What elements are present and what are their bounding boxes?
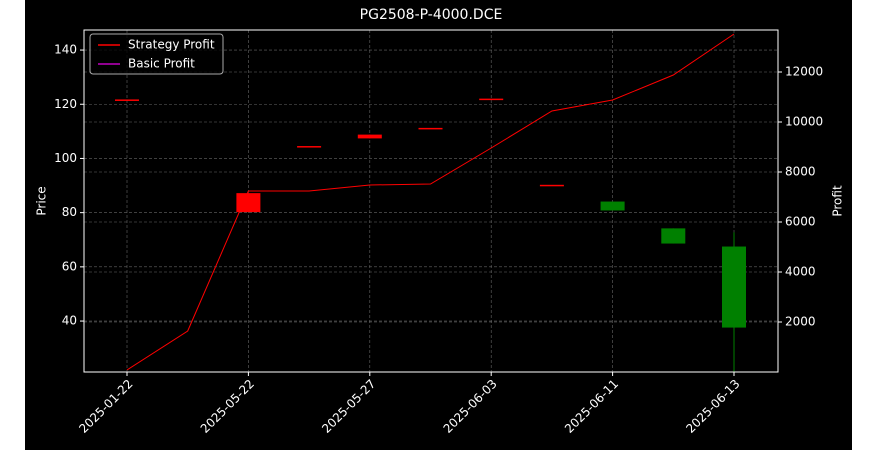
y-tick-label: 80 <box>62 205 77 219</box>
candle-body <box>236 193 261 213</box>
y2-tick-label: 2000 <box>785 315 816 329</box>
plot-frame <box>83 29 779 373</box>
y-tick-label: 40 <box>62 314 77 328</box>
y-tick-label: 120 <box>54 97 77 111</box>
candle-body <box>357 134 382 139</box>
candle-body <box>600 201 625 211</box>
candle-body <box>539 184 564 187</box>
legend-box <box>89 33 224 75</box>
y-tick-label: 100 <box>54 151 77 165</box>
figure-background <box>25 0 852 450</box>
candle-body <box>115 99 139 101</box>
y2-tick-label: 8000 <box>785 165 816 179</box>
profit-line <box>126 33 735 371</box>
legend-label: Basic Profit <box>128 57 195 71</box>
y2-tick-label: 4000 <box>785 265 816 279</box>
y2-tick-label: 10000 <box>785 115 823 129</box>
candle-body <box>722 246 746 328</box>
chart-title: PG2508-P-4000.DCE <box>360 7 503 23</box>
y-tick-label: 140 <box>54 43 77 57</box>
candle-body <box>479 98 504 101</box>
legend-label: Strategy Profit <box>128 38 215 52</box>
candle-body <box>661 228 686 244</box>
candle-body <box>297 146 322 148</box>
y2-axis-label: Profit <box>831 185 845 217</box>
y2-tick-label: 6000 <box>785 215 816 229</box>
y-tick-label: 60 <box>62 259 77 273</box>
y2-tick-label: 12000 <box>785 65 823 79</box>
y-axis-label: Price <box>35 186 49 215</box>
candle-body <box>418 127 443 130</box>
